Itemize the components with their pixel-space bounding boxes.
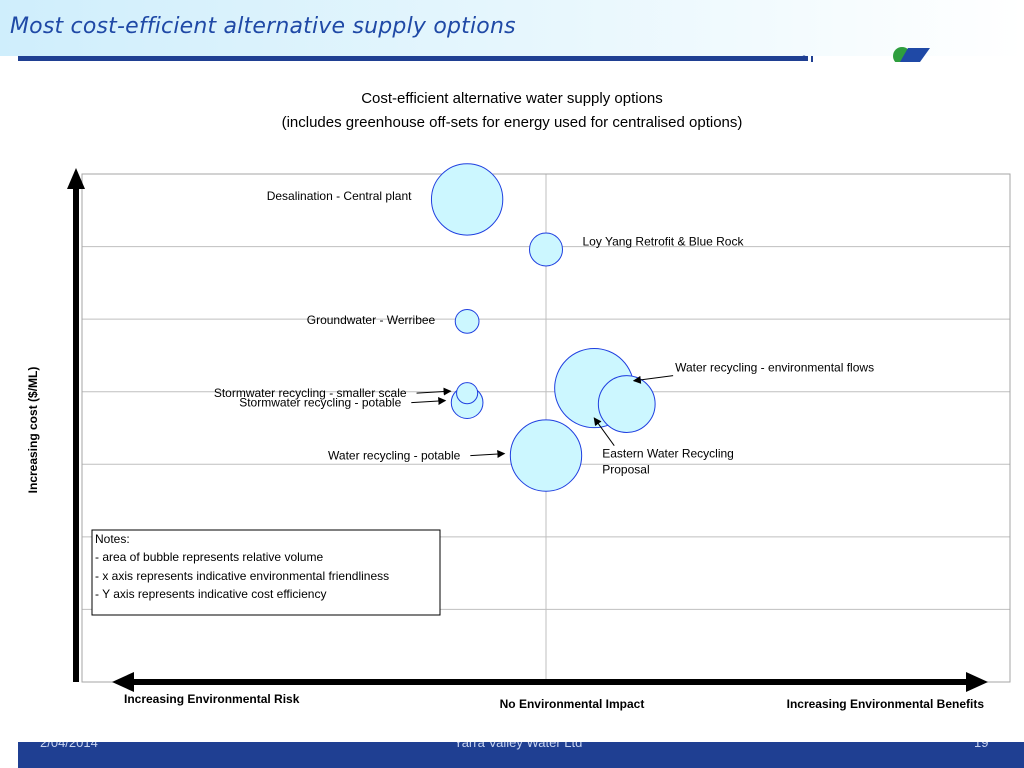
bubble-label: Desalination - Central plant: [267, 189, 412, 203]
label-leader-arrow: [416, 387, 452, 396]
footer-date: 2/04/2014: [40, 742, 98, 750]
x-axis-label-left: Increasing Environmental Risk: [124, 692, 300, 706]
x-axis-arrowhead-left: [112, 672, 134, 692]
y-axis-label: Increasing cost ($/ML): [26, 367, 40, 494]
header-rule: [18, 56, 808, 61]
label-leader-arrow: [593, 417, 615, 446]
bubble: [430, 163, 504, 236]
bubble: [597, 375, 656, 433]
label-leader-arrow: [632, 375, 674, 384]
chart-title: Cost-efficient alternative water supply …: [361, 90, 663, 107]
bubble-label: Stormwater recycling - potable: [239, 396, 401, 410]
company-logo: [801, 47, 930, 62]
bubble: [529, 232, 563, 267]
notes-box-border: [91, 529, 441, 616]
slide-title: Most cost-efficient alternative supply o…: [10, 14, 516, 39]
notes-line: - x axis represents indicative environme…: [95, 569, 389, 583]
footer-page-number: 19: [974, 742, 989, 750]
bubble-label: Stormwater recycling - smaller scale: [214, 386, 407, 400]
label-leader-arrow: [411, 397, 447, 406]
bubble-labels: Desalination - Central plant Loy Yang Ret…: [214, 189, 874, 477]
bubble: [456, 382, 479, 405]
bubble: [509, 419, 583, 492]
bubble-label: Groundwater - Werribee: [307, 313, 436, 327]
bubble-series: [430, 163, 656, 492]
x-axis-label-right: Increasing Environmental Benefits: [787, 697, 985, 711]
bubble-label: Water recycling - environmental flows: [675, 361, 874, 375]
notes-line: - area of bubble represents relative vol…: [95, 550, 323, 564]
x-axis-label-center: No Environmental Impact: [500, 697, 645, 711]
y-axis-arrowhead: [67, 168, 85, 189]
bubble: [454, 308, 480, 334]
slide-footer: 2/04/2014 Yarra Valley Water Ltd 19: [18, 742, 1024, 768]
chart-axes: [67, 168, 988, 692]
x-axis-arrowhead-right: [966, 672, 988, 692]
slide-header: [0, 0, 1024, 56]
chart-subtitle: (includes greenhouse off-sets for energy…: [282, 114, 743, 131]
bubble-label: Water recycling - potable: [328, 449, 461, 463]
notes-line: Notes:: [95, 532, 130, 546]
footer-company: Yarra Valley Water Ltd: [454, 742, 583, 750]
notes-line: - Y axis represents indicative cost effi…: [95, 587, 326, 601]
notes-box: Notes: - area of bubble represents relat…: [91, 529, 441, 616]
label-leader-arrow: [470, 449, 506, 458]
bubble-label: Eastern Water Recycling Proposal: [602, 447, 734, 477]
bubble-label: Loy Yang Retrofit & Blue Rock: [583, 234, 745, 248]
